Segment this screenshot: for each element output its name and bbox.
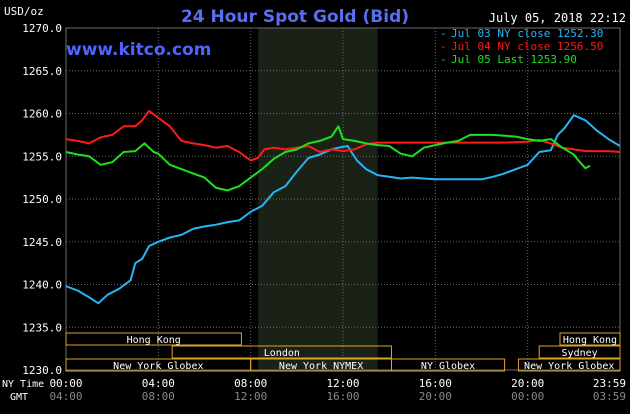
chart-title: 24 Hour Spot Gold (Bid) [181,7,409,27]
y-tick-label: 1270.0 [22,22,62,35]
x-tick-label-ny: 20:00 [511,377,544,390]
x-tick-label-ny: 12:00 [326,377,359,390]
session-label: New York Globex [113,361,203,372]
ny-time-label: NY Time [2,379,44,390]
session-bar [517,358,621,372]
plot-frame [65,27,621,371]
session-label: London [264,348,300,359]
x-tick-label-gmt: 16:00 [326,390,359,403]
y-tick-label: 1260.0 [22,108,62,121]
legend-marker: - [440,27,447,40]
session-label: New York NYMEX [279,361,363,372]
legend-label: Jul 03 NY close 1252.30 [451,27,603,40]
x-tick-label-gmt: 12:00 [234,390,267,403]
x-tick-label-gmt: 03:59 [593,390,626,403]
x-tick-label-ny: 08:00 [234,377,267,390]
session-bar [390,358,506,372]
y-tick-label: 1245.0 [22,236,62,249]
session-bar [65,332,242,346]
y-tick-label: 1255.0 [22,150,62,163]
session-label: New York Globex [524,361,614,372]
series-line-3 [65,125,591,192]
session-bar [538,345,621,359]
gmt-label: GMT [10,392,28,403]
x-tick-label-gmt: 04:00 [49,390,82,403]
legend-marker: - [440,40,447,53]
y-tick-label: 1230.0 [22,364,62,377]
legend-label: Jul 05 Last 1253.90 [451,53,577,66]
x-tick-label-gmt: 00:00 [511,390,544,403]
y-tick-label: 1240.0 [22,279,62,292]
session-bar [559,332,621,346]
session-label: Sydney [562,348,598,359]
session-bar [171,345,392,359]
unit-label: USD/oz [4,5,44,18]
x-tick-label-ny: 00:00 [49,377,82,390]
timestamp: July 05, 2018 22:12 [489,11,626,25]
x-tick-label-ny: 23:59 [593,377,626,390]
session-label: NY Globex [421,361,475,372]
x-tick-label-gmt: 08:00 [142,390,175,403]
x-tick-label-gmt: 20:00 [419,390,452,403]
legend-marker: - [440,53,447,66]
session-label: Hong Kong [127,335,181,346]
legend: - Jul 03 NY close 1252.30- Jul 04 NY close… [440,27,603,66]
legend-label: Jul 04 NY close 1256.50 [451,40,603,53]
x-tick-label-ny: 16:00 [419,377,452,390]
session-label: Hong Kong [563,335,617,346]
y-tick-label: 1265.0 [22,65,62,78]
y-tick-label: 1250.0 [22,193,62,206]
y-tick-label: 1235.0 [22,321,62,334]
site-url: www.kitco.com [66,40,211,60]
x-tick-label-ny: 04:00 [142,377,175,390]
